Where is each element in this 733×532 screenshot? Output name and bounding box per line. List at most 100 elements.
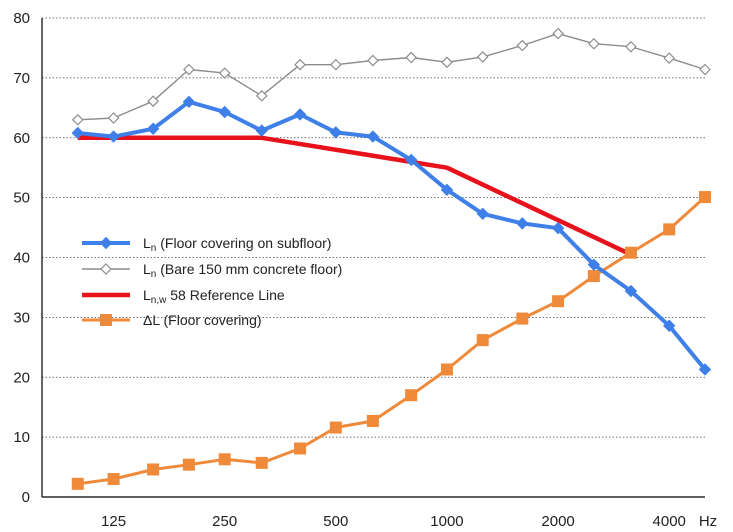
data-point-delta_l — [516, 312, 529, 325]
legend-label-main: L — [143, 235, 151, 251]
data-point-ln_bare — [367, 54, 379, 67]
legend-label-text: (Bare 150 mm concrete floor) — [156, 261, 342, 277]
data-point-ln_floor — [71, 126, 84, 140]
legend-label-subscript: n — [151, 243, 157, 254]
legend-entry-delta_l: ΔL (Floor covering) — [82, 312, 262, 328]
data-point-ln_floor — [624, 284, 638, 298]
data-point-delta_l — [366, 414, 379, 427]
data-point-ln_floor — [218, 105, 231, 119]
data-point-ln_floor — [293, 108, 307, 121]
data-point-ln_floor — [329, 126, 343, 139]
legend-label: ΔL (Floor covering) — [143, 312, 262, 328]
data-point-ln_bare — [552, 27, 564, 40]
data-point-ln_bare — [218, 67, 231, 79]
x-unit-label: Hz — [699, 513, 717, 530]
data-point-ln_bare — [147, 95, 159, 108]
data-point-delta_l — [147, 463, 160, 476]
data-point-ln_bare — [294, 58, 306, 71]
x-tick-label: 1000 — [430, 513, 463, 530]
data-point-delta_l — [624, 246, 637, 259]
data-point-ln_floor — [440, 183, 454, 197]
x-tick-label: 2000 — [541, 513, 574, 530]
x-tick-label: 500 — [323, 513, 348, 530]
data-point-ln_bare — [329, 58, 342, 71]
data-point-ln_bare — [663, 52, 676, 64]
y-tick-label: 50 — [13, 190, 30, 207]
data-point-delta_l — [107, 473, 120, 486]
legend-label-subscript: n — [151, 269, 157, 280]
data-point-delta_l — [182, 458, 195, 471]
data-point-ln_bare — [183, 63, 195, 76]
y-tick-label: 70 — [13, 70, 30, 87]
series-line-ln_floor — [77, 99, 707, 371]
data-point-ln_floor — [587, 258, 601, 271]
data-point-ln_floor — [255, 124, 268, 137]
y-tick-labels: 0 10 20 30 40 50 60 70 80 — [13, 10, 30, 506]
data-point-delta_l — [663, 223, 676, 236]
data-point-delta_l — [294, 442, 307, 455]
data-point-ln_floor — [107, 130, 120, 143]
data-point-ln_bare — [625, 40, 637, 53]
series-lnw_ref — [77, 135, 632, 257]
series-line-ln_bare — [77, 32, 706, 121]
x-tick-label: 125 — [101, 513, 126, 530]
legend-label: Ln,w 58 Reference Line — [143, 287, 285, 306]
series-ln_floor — [71, 95, 712, 376]
legend-entry-ln_bare: Ln (Bare 150 mm concrete floor) — [82, 261, 342, 280]
data-point-delta_l — [476, 334, 489, 347]
legend-label-text: (Floor covering on subfloor) — [156, 235, 331, 251]
data-point-ln_floor — [663, 319, 676, 332]
data-point-ln_bare — [516, 39, 529, 52]
y-tick-label: 80 — [13, 10, 30, 27]
y-tick-label: 60 — [13, 130, 30, 147]
data-point-ln_floor — [404, 153, 418, 167]
y-tick-label: 40 — [13, 250, 30, 267]
y-tick-label: 30 — [13, 309, 30, 326]
legend-label: Ln (Floor covering on subfloor) — [143, 235, 331, 254]
data-point-ln_bare — [588, 37, 600, 50]
legend-label-main: ΔL — [143, 312, 160, 328]
data-point-ln_bare — [71, 113, 84, 126]
data-point-ln_floor — [516, 217, 529, 230]
data-point-ln_floor — [698, 363, 712, 376]
data-point-delta_l — [71, 477, 84, 490]
legend-label-text: 58 Reference Line — [166, 287, 285, 303]
y-tick-label: 10 — [13, 429, 30, 446]
data-point-delta_l — [218, 453, 231, 466]
legend-label-subscript: n,w — [151, 295, 167, 306]
data-point-ln_bare — [441, 56, 453, 69]
series-line-lnw_ref — [77, 135, 632, 257]
data-point-ln_floor — [182, 95, 196, 109]
y-tick-label: 0 — [22, 489, 30, 506]
x-tick-label: 4000 — [653, 513, 686, 530]
legend: Ln (Floor covering on subfloor)Ln (Bare … — [82, 235, 342, 328]
legend-entry-ln_floor: Ln (Floor covering on subfloor) — [82, 235, 331, 254]
data-point-ln_floor — [476, 207, 489, 220]
data-point-ln_bare — [107, 112, 120, 124]
legend-label-main: L — [143, 287, 151, 303]
y-tick-label: 20 — [13, 369, 30, 386]
x-tick-label: 250 — [212, 513, 237, 530]
data-point-delta_l — [587, 270, 600, 283]
data-point-ln_bare — [255, 89, 268, 102]
legend-swatch-marker — [99, 236, 113, 250]
x-tick-labels: Hz 125 250 500 1000 2000 4000 — [101, 513, 717, 530]
series-ln_bare — [71, 27, 711, 126]
legend-swatch-marker — [100, 314, 112, 326]
legend-entry-lnw_ref: Ln,w 58 Reference Line — [82, 287, 285, 306]
legend-label: Ln (Bare 150 mm concrete floor) — [143, 261, 342, 280]
series-lines — [71, 27, 712, 490]
data-point-delta_l — [699, 191, 711, 204]
grid-lines — [42, 17, 705, 498]
data-point-delta_l — [552, 295, 565, 308]
legend-swatch-marker — [100, 263, 112, 275]
series-delta_l — [71, 191, 711, 490]
data-point-ln_floor — [146, 122, 160, 135]
data-point-delta_l — [405, 389, 418, 402]
data-point-ln_bare — [405, 51, 418, 64]
data-point-delta_l — [255, 456, 268, 469]
data-point-ln_floor — [366, 130, 380, 143]
data-point-delta_l — [329, 421, 342, 434]
data-point-ln_bare — [699, 63, 711, 76]
